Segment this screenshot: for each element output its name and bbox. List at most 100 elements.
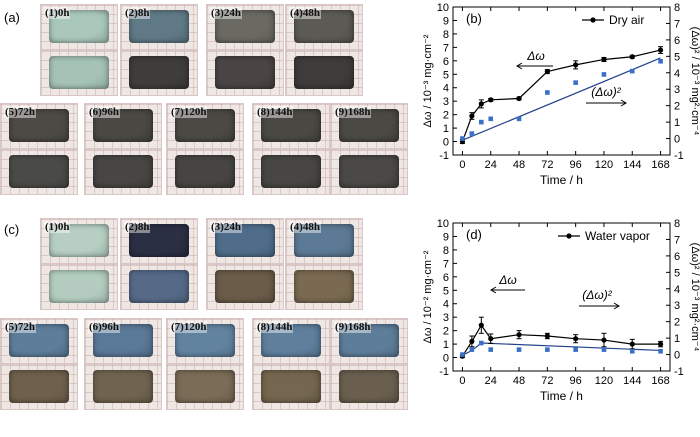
data-point <box>478 322 484 328</box>
data-point-squared <box>460 352 465 357</box>
data-point-squared <box>601 72 607 77</box>
photo-time-label: (7)120h <box>170 106 208 118</box>
annotation-arrowhead <box>613 302 620 310</box>
photo-tile-bottom <box>330 149 408 195</box>
legend-marker <box>566 233 572 239</box>
sample-plate <box>48 224 110 257</box>
data-point-squared <box>488 116 494 122</box>
y-tick-label: 3 <box>443 96 449 108</box>
y2-tick-label: 4 <box>674 284 680 296</box>
y2-axis-label: (Δω)² / 10⁻³ mg²·cm⁻⁴ <box>689 27 700 136</box>
photo-time-label: (3)24h <box>210 7 242 19</box>
y2-tick-label: 5 <box>674 51 680 63</box>
y2-tick-label: 3 <box>674 300 680 312</box>
photo-tile-top: (1)0h <box>40 218 118 264</box>
y2-tick-label: 5 <box>674 267 680 279</box>
x-tick-label: 72 <box>541 159 553 171</box>
chart-water-vapor: 0 24 48 72 96 120 144 168-1012345678910-1012345… <box>422 218 700 403</box>
data-point <box>601 56 607 63</box>
sample-plate <box>174 109 236 142</box>
x-tick-label: 96 <box>570 159 582 171</box>
y-tick-label: 3 <box>443 312 449 324</box>
y-tick-label: 0 <box>443 137 449 149</box>
y-tick-label: 1 <box>443 339 449 351</box>
x-tick-label: 48 <box>513 159 525 171</box>
y-tick-label: 1 <box>443 123 449 135</box>
data-point-squared <box>469 131 475 136</box>
data-point <box>469 113 475 119</box>
x-tick-label: 168 <box>651 375 669 387</box>
photo-time-label: (5)72h <box>4 106 36 118</box>
sample-plate <box>128 56 190 89</box>
y-tick-label: 9 <box>443 231 449 243</box>
y2-tick-label: 6 <box>674 251 680 263</box>
y2-axis-label: (Δω)² / 10⁻³ mg²·cm⁻⁴ <box>689 243 700 352</box>
y-tick-label: 8 <box>443 245 449 257</box>
photo-tile-top: (9)168h <box>330 318 408 364</box>
data-point <box>544 333 550 339</box>
annotation-arrowhead <box>620 99 627 107</box>
sample-plate <box>293 10 355 43</box>
sample-plate <box>260 155 322 188</box>
data-point-squared <box>479 119 484 125</box>
photo-tile-bottom <box>166 364 244 410</box>
data-point-squared <box>629 348 635 354</box>
sample-plate <box>293 56 355 89</box>
y-tick-label: 2 <box>443 326 449 338</box>
y-tick-label: -1 <box>439 366 449 378</box>
sample-plate <box>8 155 70 188</box>
photo-tile-bottom <box>166 149 244 195</box>
y2-tick-label: 8 <box>674 218 680 230</box>
photo-time-label: (4)48h <box>289 221 321 233</box>
data-point <box>469 338 475 344</box>
photo-tile-top: (5)72h <box>0 318 78 364</box>
data-point <box>516 332 522 338</box>
y-tick-label: 7 <box>443 42 449 54</box>
sample-plate <box>8 109 70 142</box>
data-point <box>488 97 494 103</box>
photo-tile-top: (2)8h <box>120 218 198 264</box>
y-tick-label: 0 <box>443 353 449 365</box>
annotation-label: Δω <box>498 273 516 287</box>
photo-tile-bottom <box>206 50 284 96</box>
x-tick-label: 24 <box>485 159 497 171</box>
x-tick-label: 96 <box>570 375 582 387</box>
photo-tile-top: (8)144h <box>252 318 330 364</box>
data-point-squared <box>573 347 578 352</box>
data-point <box>657 47 664 53</box>
photo-time-label: (7)120h <box>170 321 208 333</box>
data-point-squared <box>601 347 607 352</box>
y2-tick-label: 0 <box>674 350 680 362</box>
photo-tile-bottom <box>285 264 363 310</box>
y-axis-label: Δω / 10⁻³ mg·cm⁻² <box>422 34 434 127</box>
sample-plate <box>260 324 322 357</box>
photo-tile-bottom <box>40 264 118 310</box>
sample-plate <box>48 270 110 303</box>
sample-plate <box>174 324 236 357</box>
x-tick-label: 0 <box>459 159 465 171</box>
photo-time-label: (2)8h <box>124 7 151 19</box>
photo-tile-top: (4)48h <box>285 4 363 50</box>
series-line <box>461 49 661 142</box>
data-point <box>573 336 579 342</box>
photo-time-label: (8)144h <box>256 321 294 333</box>
sample-plate <box>128 10 190 43</box>
data-point-squared <box>516 347 522 352</box>
annotation-arrowhead <box>516 62 523 70</box>
sample-plate <box>260 370 322 403</box>
data-point <box>657 341 664 347</box>
sample-plate <box>338 324 400 357</box>
photo-tile-bottom <box>0 364 78 410</box>
y2-tick-label: 7 <box>674 234 680 246</box>
photo-tile-top: (8)144h <box>252 103 330 149</box>
y-tick-label: 10 <box>437 218 449 230</box>
y2-tick-label: 3 <box>674 84 680 96</box>
sample-plate <box>214 56 276 89</box>
photo-tile-top: (5)72h <box>0 103 78 149</box>
photo-time-label: (3)24h <box>210 221 242 233</box>
y-tick-label: 7 <box>443 258 449 270</box>
x-tick-label: 168 <box>651 159 669 171</box>
photo-tile-bottom <box>285 50 363 96</box>
photo-tile-top: (7)120h <box>166 103 244 149</box>
data-point-squared <box>469 347 475 352</box>
